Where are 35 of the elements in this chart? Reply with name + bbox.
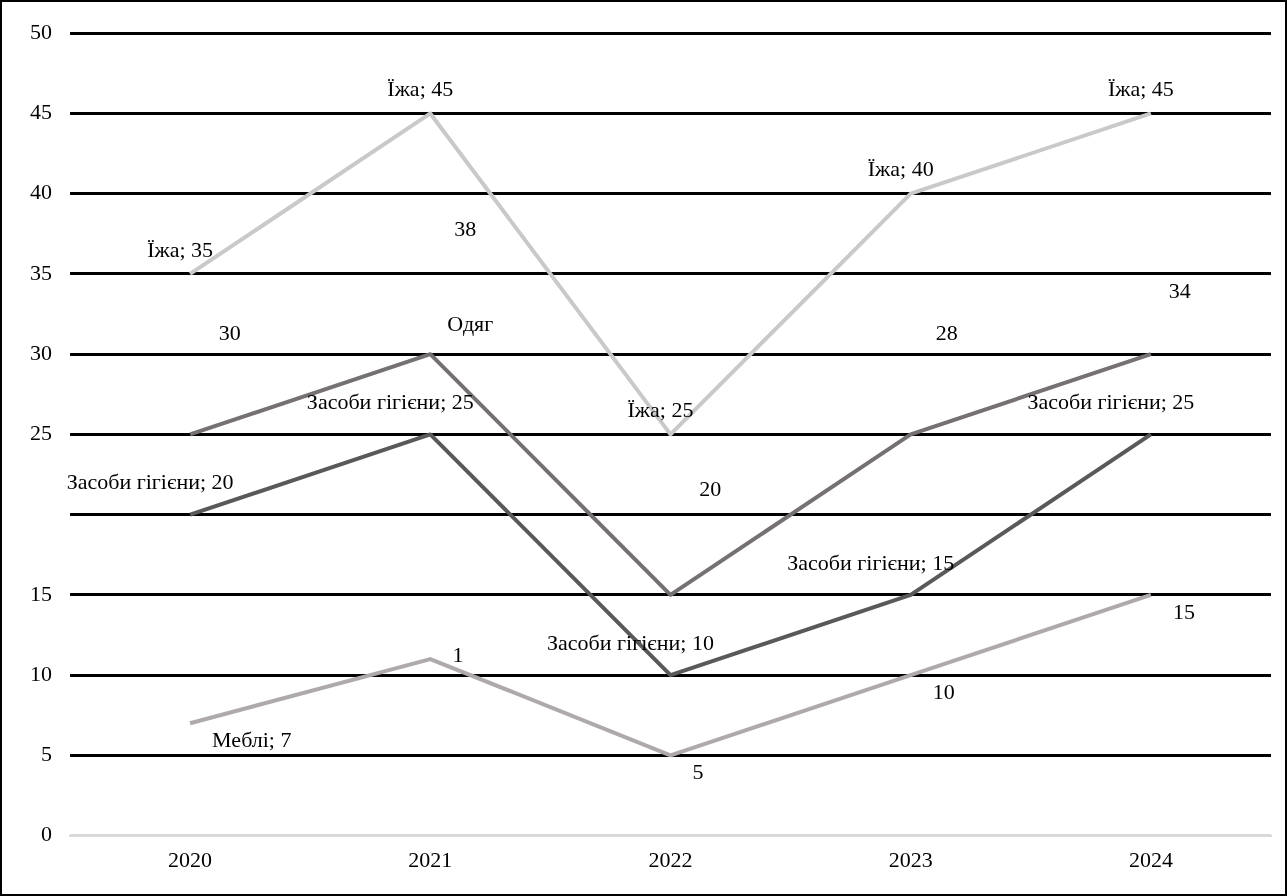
x-tick-label: 2022 — [648, 846, 693, 872]
y-tick-label: 5 — [41, 741, 52, 767]
data-label: Їжа; 45 — [387, 76, 454, 102]
x-tick-label: 2024 — [1128, 846, 1173, 872]
y-tick-label: 30 — [30, 339, 52, 365]
data-label: Одяг — [447, 310, 494, 336]
data-label: Їжа; 45 — [1107, 76, 1174, 102]
y-tick-label: 25 — [30, 420, 52, 446]
x-tick-label: 2023 — [888, 846, 933, 872]
data-label: 5 — [692, 759, 704, 785]
y-tick-label: 0 — [41, 821, 52, 847]
data-label: Засоби гігієни; 20 — [66, 469, 234, 495]
annotation: 1 — [452, 641, 464, 667]
y-tick-label: 15 — [30, 580, 52, 606]
data-label: Засоби гігієни; 15 — [787, 549, 955, 575]
data-label: 10 — [932, 678, 955, 704]
annotation: 28 — [935, 319, 958, 345]
data-label: Їжа; 35 — [147, 236, 214, 262]
data-label: 15 — [1172, 598, 1195, 624]
annotation: 20 — [699, 476, 722, 502]
data-label: Засоби гігієни; 25 — [1027, 389, 1195, 415]
data-label: Їжа; 25 — [627, 397, 694, 423]
y-tick-label: 40 — [30, 179, 52, 205]
data-label: Засоби гігієни; 25 — [306, 389, 474, 415]
data-label: Їжа; 40 — [867, 156, 934, 182]
x-tick-label: 2020 — [168, 846, 213, 872]
data-label: Меблі; 7 — [212, 727, 292, 753]
x-tick-label: 2021 — [408, 846, 453, 872]
y-tick-label: 45 — [30, 99, 52, 125]
annotation: 38 — [454, 215, 477, 241]
annotation: 30 — [218, 319, 241, 345]
y-tick-label: 10 — [30, 660, 52, 686]
y-tick-label: 50 — [30, 18, 52, 44]
annotation: 34 — [1168, 278, 1191, 304]
y-tick-label: 35 — [30, 259, 52, 285]
